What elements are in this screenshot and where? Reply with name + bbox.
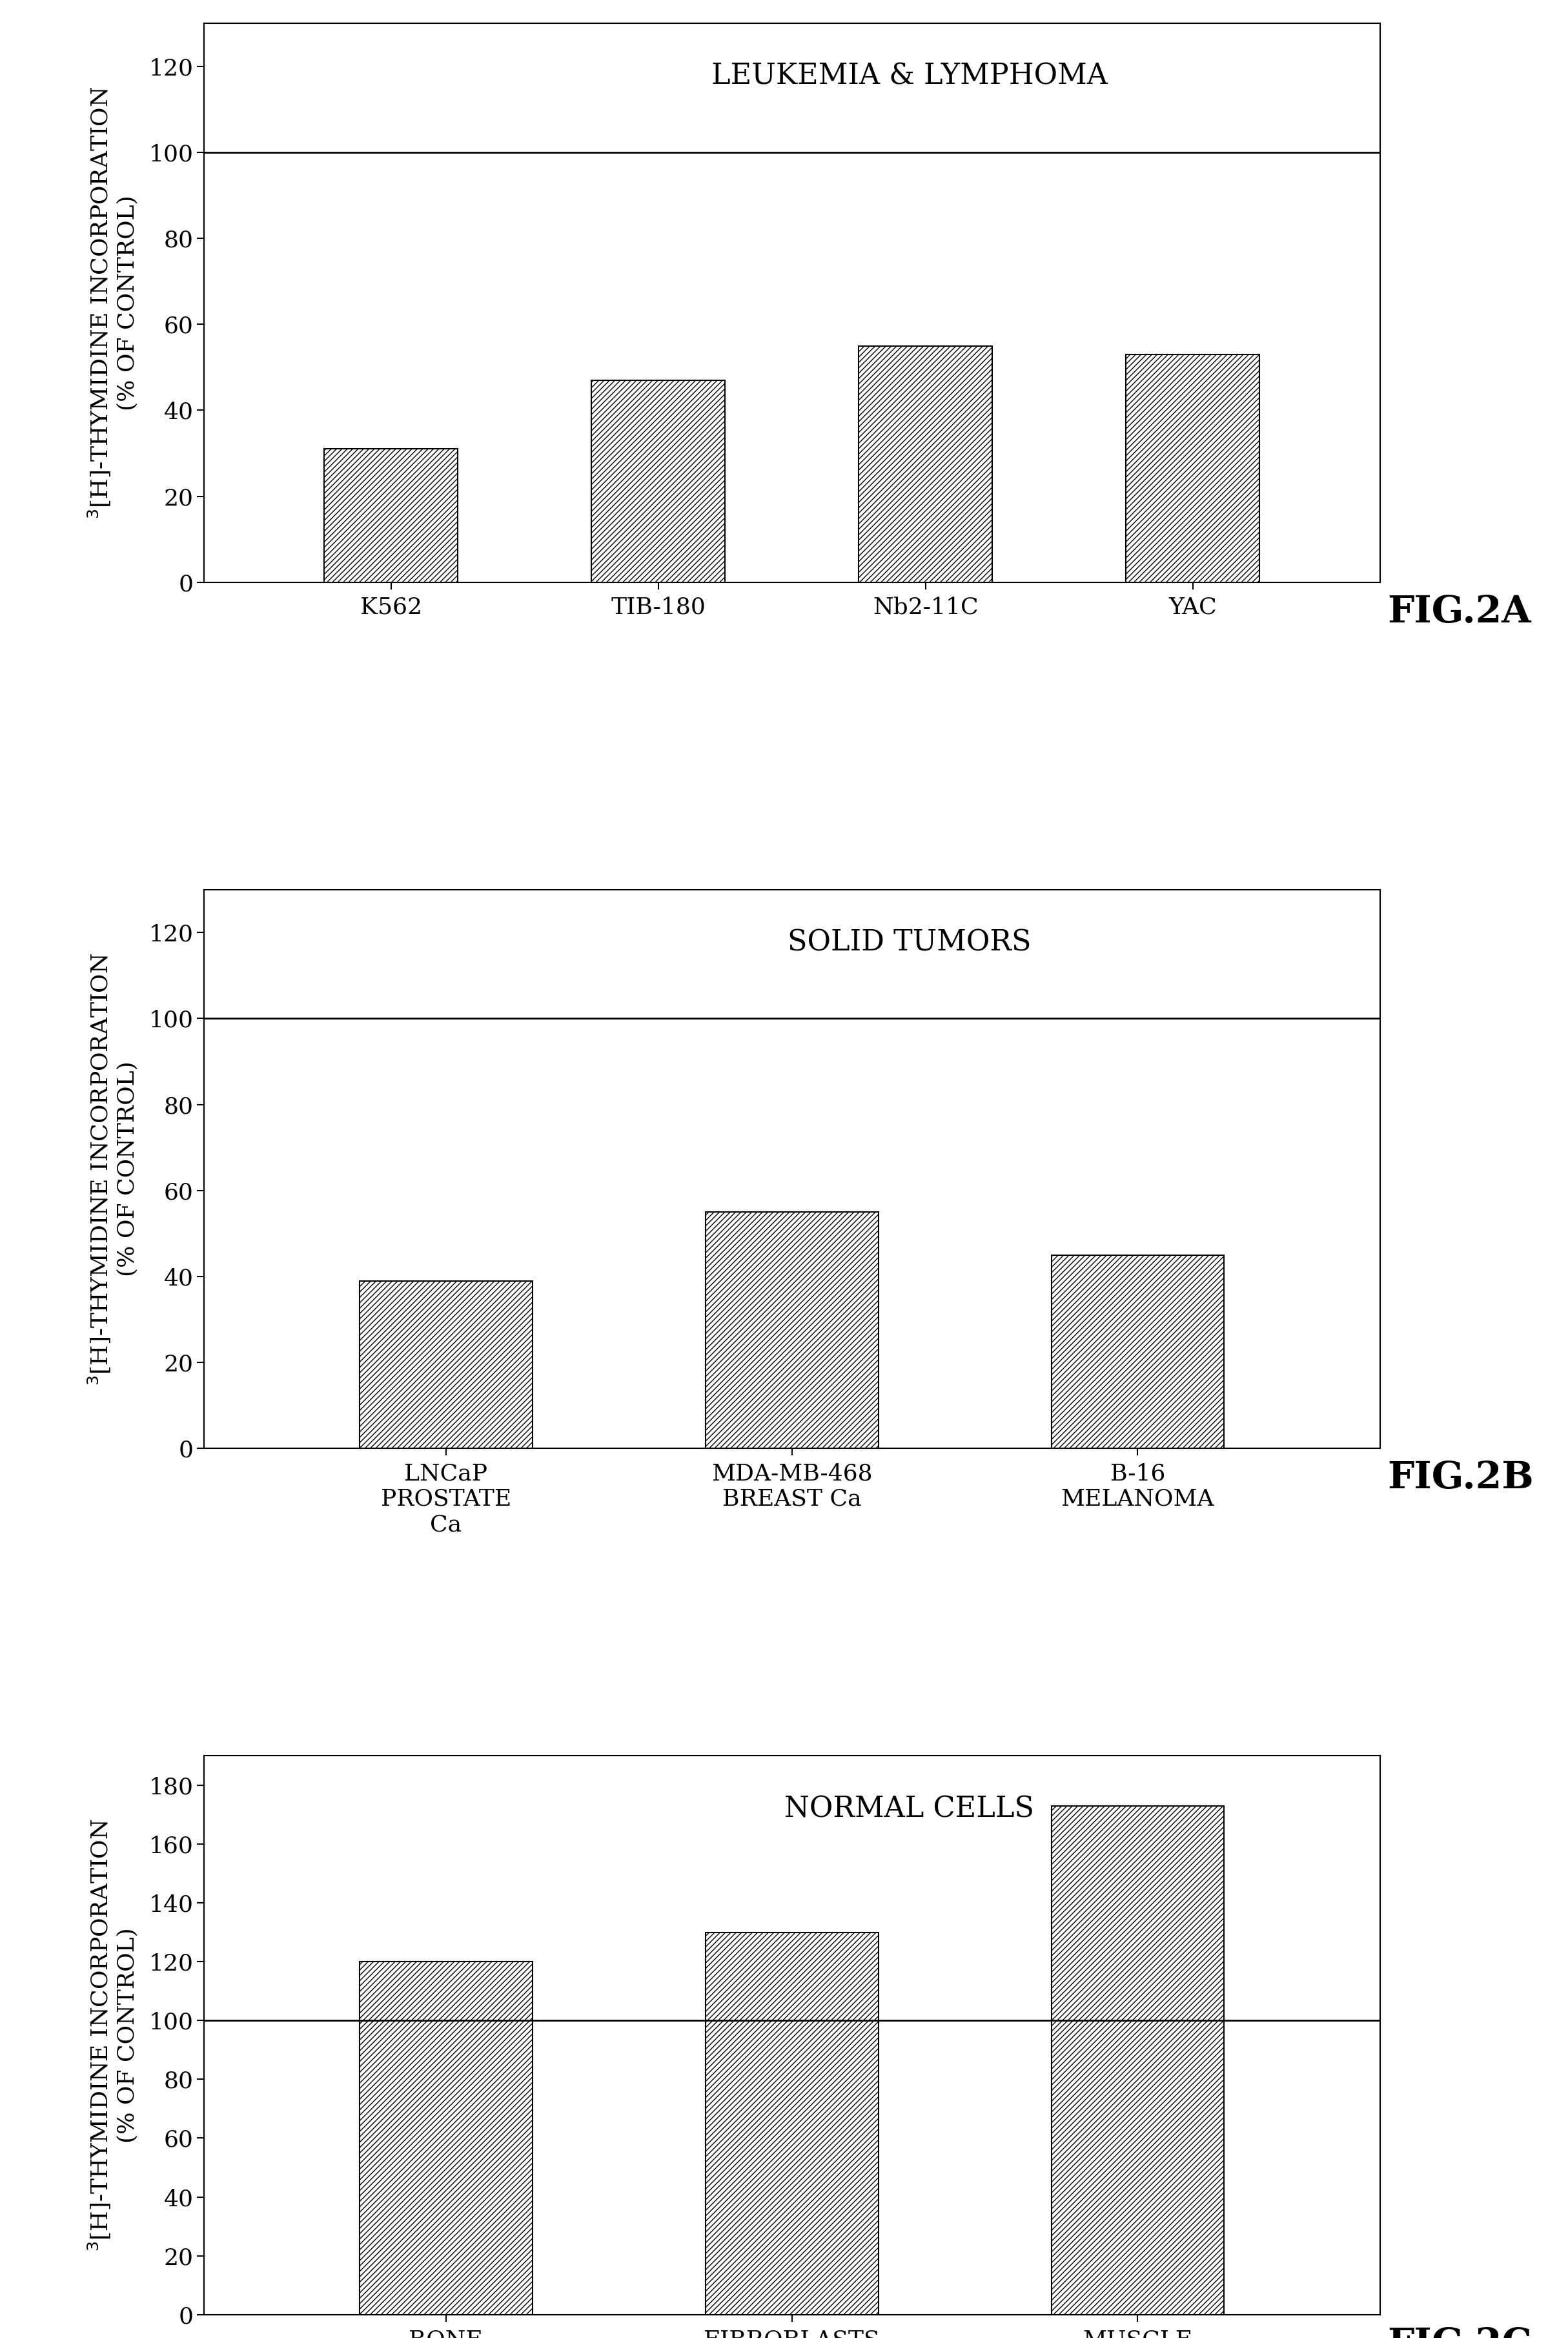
Y-axis label: $^{3}$[H]-THYMIDINE INCORPORATION
(% OF CONTROL): $^{3}$[H]-THYMIDINE INCORPORATION (% OF … [86,952,138,1386]
Bar [1051,1256,1225,1450]
Text: SOLID TUMORS: SOLID TUMORS [787,928,1032,956]
Bar [1051,1805,1225,2315]
Bar [706,1931,878,2315]
Bar [1126,355,1259,582]
Text: FIG.2B: FIG.2B [1388,1461,1534,1496]
Bar [325,449,458,582]
Bar [359,1962,533,2315]
Text: FIG.2A: FIG.2A [1388,594,1532,629]
Text: LEUKEMIA & LYMPHOMA: LEUKEMIA & LYMPHOMA [712,63,1107,91]
Text: FIG.2C: FIG.2C [1388,2326,1532,2338]
Bar [359,1281,533,1450]
Bar [859,346,993,582]
Bar [591,381,724,582]
Bar [706,1211,878,1450]
Y-axis label: $^{3}$[H]-THYMIDINE INCORPORATION
(% OF CONTROL): $^{3}$[H]-THYMIDINE INCORPORATION (% OF … [86,87,138,519]
Y-axis label: $^{3}$[H]-THYMIDINE INCORPORATION
(% OF CONTROL): $^{3}$[H]-THYMIDINE INCORPORATION (% OF … [86,1819,138,2251]
Text: NORMAL CELLS: NORMAL CELLS [784,1796,1035,1824]
